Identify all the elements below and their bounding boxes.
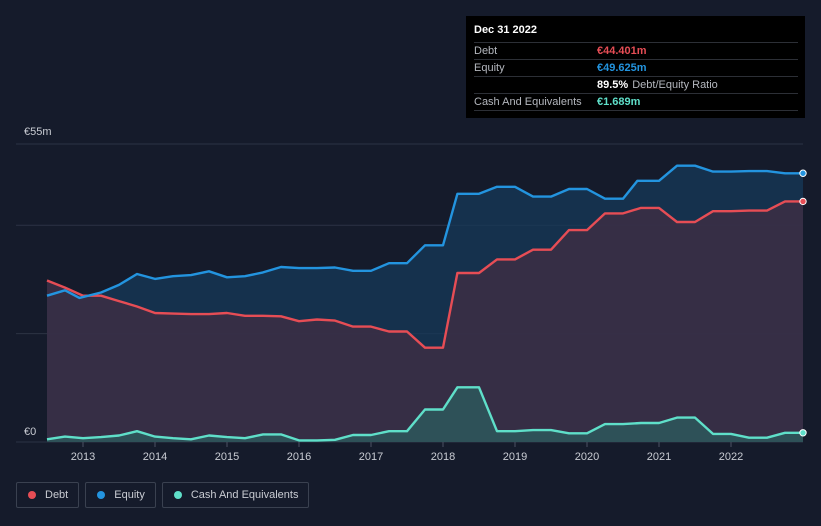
tooltip-value: €49.625m — [597, 62, 647, 74]
x-tick-label: 2022 — [719, 451, 743, 463]
series-areas — [47, 165, 803, 442]
legend-dot-icon — [97, 491, 106, 499]
equity-line — [46, 164, 803, 300]
tooltip-row-ratio: 89.5% Debt/Equity Ratio — [474, 76, 798, 93]
tooltip-label — [474, 77, 597, 93]
tooltip-label: Equity — [474, 62, 505, 74]
x-tick-label: 2017 — [359, 451, 383, 463]
y-axis-top-label: €55m — [24, 126, 52, 138]
cash-endpoint — [799, 429, 807, 437]
x-tick-label: 2018 — [431, 451, 455, 463]
legend-item-debt[interactable]: Debt — [16, 482, 80, 508]
cash-line — [46, 386, 803, 442]
series-endpoints — [799, 169, 807, 437]
x-tick-label: 2016 — [287, 451, 311, 463]
chart-legend: Debt Equity Cash And Equivalents — [16, 482, 310, 508]
tooltip-value: 89.5% — [597, 79, 629, 91]
tooltip-value: €44.401m — [597, 45, 647, 57]
debt-line — [46, 200, 803, 349]
tooltip-date: Dec 31 2022 — [474, 24, 537, 36]
x-tick-label: 2014 — [143, 451, 167, 463]
debt-area — [47, 201, 803, 442]
tooltip-extra: Debt/Equity Ratio — [632, 79, 718, 91]
x-axis-ticks: 2013 2014 2015 2016 2017 2018 2019 2020 2021 2022 — [71, 442, 743, 463]
legend-label: Equity — [114, 489, 145, 501]
legend-label: Debt — [45, 489, 69, 501]
x-tick-label: 2019 — [503, 451, 527, 463]
tooltip-label: Cash And Equivalents — [474, 96, 582, 108]
x-tick-label: 2013 — [71, 451, 95, 463]
cash-area — [47, 387, 803, 442]
x-tick-label: 2021 — [647, 451, 671, 463]
legend-item-equity[interactable]: Equity — [85, 482, 156, 508]
tooltip-row-cash: Cash And Equivalents €1.689m — [474, 93, 798, 111]
series-lines — [46, 164, 803, 442]
legend-item-cash[interactable]: Cash And Equivalents — [161, 482, 310, 508]
tooltip-label: Debt — [474, 45, 498, 57]
legend-label: Cash And Equivalents — [190, 489, 299, 501]
tooltip-panel: Dec 31 2022 Debt €44.401m Equity €49.625… — [466, 16, 805, 118]
legend-dot-icon — [173, 491, 182, 499]
tooltip-value: €1.689m — [597, 96, 641, 108]
x-tick-label: 2020 — [575, 451, 599, 463]
equity-endpoint — [799, 169, 807, 177]
tooltip-row-debt: Debt €44.401m — [474, 42, 798, 59]
debt-endpoint — [799, 197, 807, 206]
y-axis-bottom-label: €0 — [24, 426, 36, 438]
tooltip-row-equity: Equity €49.625m — [474, 59, 798, 76]
legend-dot-icon — [28, 491, 36, 499]
x-tick-label: 2015 — [215, 451, 239, 463]
